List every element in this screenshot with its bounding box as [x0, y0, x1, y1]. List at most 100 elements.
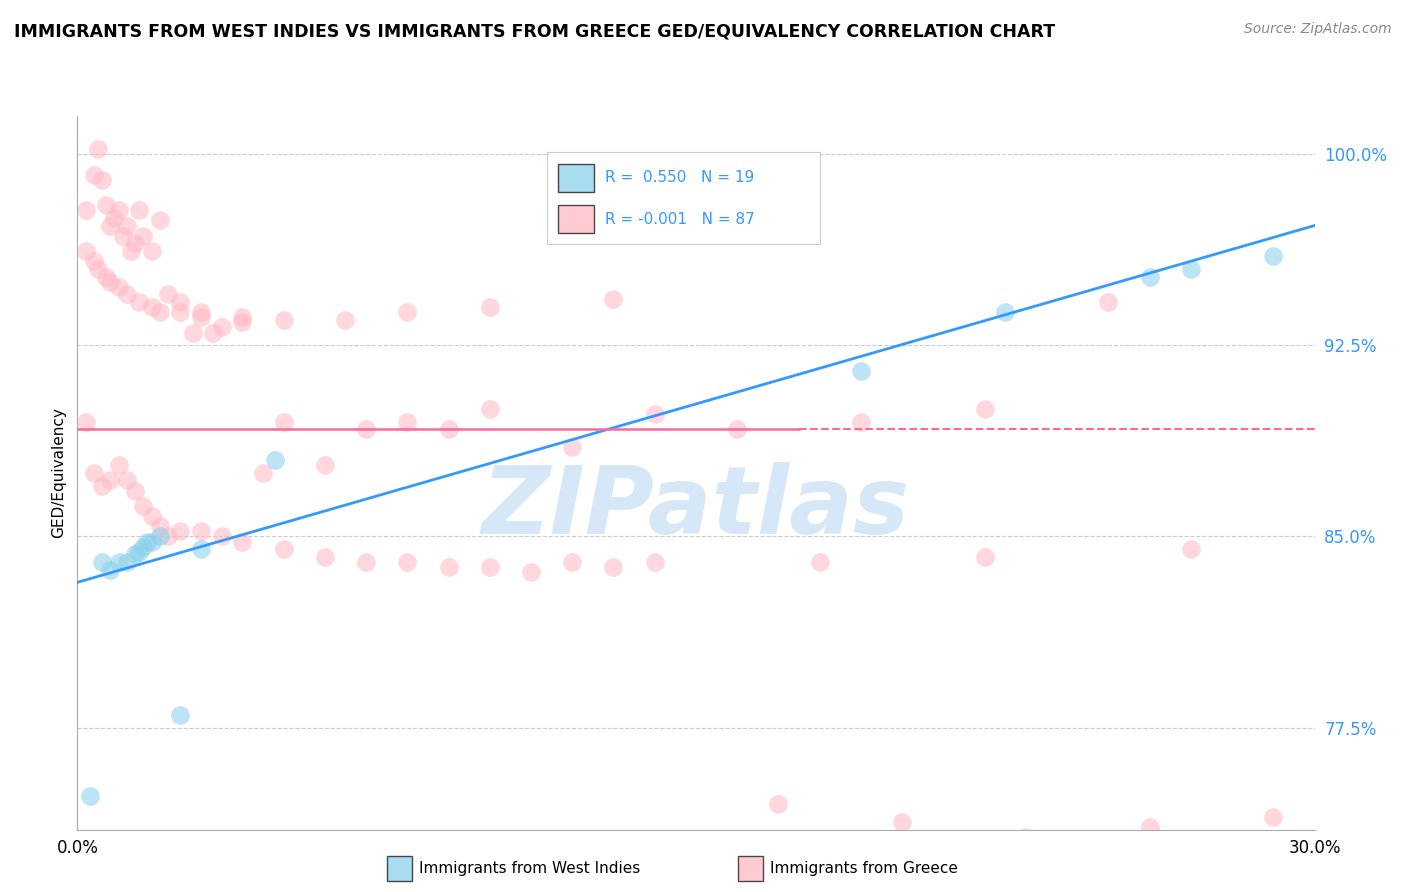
Point: [115, 474, 138, 488]
Point: [396, 305, 419, 319]
Point: [973, 549, 995, 564]
Point: [354, 555, 377, 569]
Point: [124, 483, 146, 498]
Point: [644, 555, 666, 569]
Text: R =  0.550   N = 19: R = 0.550 N = 19: [605, 170, 754, 186]
Point: [120, 244, 142, 258]
Point: [1263, 249, 1285, 263]
Point: [211, 320, 233, 334]
Point: [124, 236, 146, 251]
Point: [891, 814, 914, 829]
Point: [264, 453, 287, 467]
Point: [149, 519, 172, 533]
Point: [132, 499, 155, 513]
Point: [478, 560, 501, 574]
Point: [107, 279, 129, 293]
Point: [849, 364, 872, 378]
Point: [354, 422, 377, 436]
Point: [202, 326, 225, 340]
Point: [98, 219, 121, 233]
Point: [141, 534, 163, 549]
Point: [98, 474, 121, 488]
Text: ZIPatlas: ZIPatlas: [482, 462, 910, 555]
Point: [75, 244, 97, 258]
Point: [211, 529, 233, 543]
Point: [91, 478, 114, 492]
Text: Immigrants from Greece: Immigrants from Greece: [770, 862, 959, 876]
Point: [994, 305, 1017, 319]
Point: [75, 415, 97, 429]
Point: [520, 565, 543, 579]
Point: [478, 300, 501, 314]
Point: [808, 555, 831, 569]
Point: [273, 313, 295, 327]
Point: [644, 407, 666, 421]
Text: Immigrants from West Indies: Immigrants from West Indies: [419, 862, 640, 876]
Point: [231, 534, 253, 549]
Point: [103, 211, 125, 225]
Point: [136, 534, 159, 549]
Text: Source: ZipAtlas.com: Source: ZipAtlas.com: [1244, 22, 1392, 37]
Point: [973, 402, 995, 417]
Point: [75, 203, 97, 218]
Point: [141, 300, 163, 314]
Y-axis label: GED/Equivalency: GED/Equivalency: [51, 408, 66, 538]
Point: [132, 228, 155, 243]
Point: [98, 563, 121, 577]
Point: [396, 555, 419, 569]
Point: [1139, 269, 1161, 284]
Point: [141, 244, 163, 258]
Point: [157, 287, 180, 301]
Point: [1015, 830, 1038, 845]
Point: [128, 545, 150, 559]
Point: [335, 313, 357, 327]
Point: [768, 797, 790, 811]
Point: [115, 287, 138, 301]
Point: [115, 219, 138, 233]
Point: [231, 310, 253, 325]
Point: [437, 560, 460, 574]
Point: [169, 524, 191, 539]
FancyBboxPatch shape: [558, 205, 593, 234]
Point: [149, 213, 172, 227]
Point: [169, 707, 191, 722]
Point: [111, 228, 134, 243]
Point: [849, 415, 872, 429]
Point: [98, 275, 121, 289]
Point: [115, 555, 138, 569]
Point: [190, 310, 212, 325]
Point: [396, 415, 419, 429]
Point: [314, 549, 336, 564]
Point: [79, 789, 101, 804]
Point: [561, 440, 583, 454]
Point: [83, 254, 105, 268]
Point: [273, 542, 295, 557]
Point: [107, 458, 129, 472]
Point: [91, 555, 114, 569]
Point: [252, 466, 274, 480]
Point: [437, 422, 460, 436]
Text: R = -0.001   N = 87: R = -0.001 N = 87: [605, 212, 755, 227]
Point: [128, 203, 150, 218]
Point: [1139, 820, 1161, 834]
Point: [107, 203, 129, 218]
Point: [602, 560, 624, 574]
Point: [190, 524, 212, 539]
Point: [231, 315, 253, 329]
Point: [181, 326, 204, 340]
Point: [141, 509, 163, 524]
Point: [169, 305, 191, 319]
Point: [132, 540, 155, 554]
Point: [1097, 295, 1119, 310]
Point: [107, 555, 129, 569]
Point: [478, 402, 501, 417]
Point: [1180, 542, 1202, 557]
Point: [87, 261, 110, 276]
Point: [83, 466, 105, 480]
FancyBboxPatch shape: [558, 164, 593, 192]
Point: [149, 305, 172, 319]
Point: [725, 422, 748, 436]
Point: [91, 172, 114, 186]
Point: [149, 529, 172, 543]
Point: [87, 142, 110, 156]
